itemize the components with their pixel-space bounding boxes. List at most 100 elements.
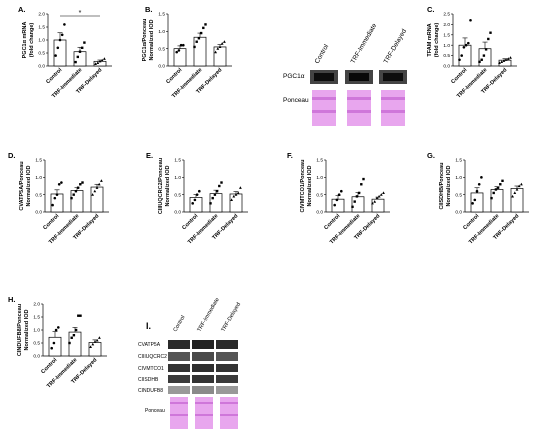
- data-point: [360, 183, 363, 186]
- data-point: [351, 205, 354, 208]
- data-point: [362, 177, 365, 181]
- data-point: [496, 186, 500, 189]
- chart-2: C. TFAM mRNA (fold change)0.0 0.5 1.0 1.5 2.0 2…: [427, 5, 517, 100]
- data-point: [95, 338, 99, 342]
- blot-bottom-row-label-1: CIIIUQCRC2: [138, 354, 167, 360]
- y-tick-label: 1.5: [158, 12, 165, 18]
- y-tick-label: 1.0: [455, 175, 462, 181]
- data-point: [239, 186, 242, 189]
- data-point: [179, 43, 183, 47]
- blot-ponceau-lane-2: [381, 90, 405, 126]
- data-point: [487, 37, 490, 41]
- data-point: [234, 193, 238, 196]
- y-tick-label: 1.5: [35, 158, 42, 164]
- bar: [209, 193, 223, 213]
- data-point: [60, 181, 63, 184]
- data-point: [214, 50, 217, 54]
- data-point: [494, 188, 498, 191]
- data-point: [177, 49, 181, 52]
- data-point: [98, 59, 102, 63]
- data-point: [379, 193, 383, 196]
- blot-bottom-row-label-2: CIVMTCO1: [138, 366, 164, 372]
- data-point: [515, 187, 519, 191]
- data-point: [74, 60, 77, 64]
- data-point: [477, 182, 481, 186]
- data-point: [464, 43, 468, 47]
- panel-label: G.: [427, 151, 435, 160]
- y-tick-label: 1.5: [33, 315, 40, 321]
- data-point: [517, 184, 521, 188]
- y-tick-label: 0.5: [158, 46, 165, 52]
- data-point: [195, 193, 199, 196]
- y-tick-label: 0.0: [443, 64, 450, 70]
- data-point: [375, 196, 379, 200]
- blot-top-lane-label-2: TRF-Delayed: [383, 28, 409, 65]
- data-point: [371, 201, 374, 205]
- data-point: [97, 182, 101, 186]
- chart-0: A. PGC1α mRNA (fold change)0.0 0.5 1.0 1.5 2.0…: [18, 5, 112, 100]
- data-point: [215, 190, 219, 193]
- category-label: Control: [462, 213, 480, 231]
- y-tick-label: 0.0: [158, 64, 165, 70]
- data-point: [513, 191, 517, 195]
- bar: [53, 39, 67, 67]
- blot-top: Control TRF-Immediate TRF-Delayed PGC1α …: [283, 22, 408, 126]
- data-point: [377, 194, 381, 198]
- data-point: [195, 40, 198, 43]
- y-tick-label: 1.0: [174, 175, 181, 181]
- data-point: [230, 198, 233, 201]
- y-axis-label-line: Normalized IOD: [149, 19, 155, 60]
- bar: [371, 198, 385, 213]
- data-point: [81, 181, 84, 184]
- data-point: [74, 328, 78, 332]
- y-axis-label-line: PGC1α/Ponceau: [142, 19, 148, 62]
- data-point: [218, 45, 222, 49]
- blot-bottom-lane-label-0: Control: [173, 315, 187, 333]
- blot-top-lane-label-1: TRF-Immediate: [350, 22, 379, 65]
- blot-bottom-row-label-3: CIISDHB: [138, 377, 159, 383]
- data-point: [478, 60, 481, 64]
- data-point: [93, 340, 97, 343]
- y-tick-label: 0.0: [33, 354, 40, 360]
- category-label: Control: [181, 213, 199, 231]
- data-point: [490, 196, 493, 200]
- y-tick-label: 0.5: [443, 53, 450, 59]
- data-point: [462, 45, 466, 49]
- data-point: [60, 33, 64, 37]
- blot-bottom-row-label-0: CVATP5A: [138, 342, 161, 348]
- data-point: [509, 56, 512, 59]
- y-tick-label: 0.5: [38, 51, 45, 57]
- y-axis-label-line: (fold change): [434, 23, 440, 58]
- data-point: [199, 31, 203, 35]
- data-point: [492, 191, 495, 195]
- data-point: [77, 314, 80, 317]
- data-point: [57, 182, 61, 186]
- blot-top-lane-label-0: Control: [314, 43, 331, 65]
- data-point: [51, 203, 54, 207]
- data-point: [333, 203, 337, 207]
- bar: [510, 188, 524, 213]
- y-axis-label-line: Normalized IOD: [165, 165, 171, 206]
- data-point: [91, 193, 94, 196]
- data-point: [499, 183, 502, 186]
- data-point: [182, 43, 185, 47]
- y-tick-label: 1.0: [158, 29, 165, 35]
- data-point: [100, 179, 103, 182]
- y-tick-label: 1.0: [38, 38, 45, 44]
- data-point: [475, 189, 479, 193]
- y-tick-label: 0.0: [316, 210, 323, 216]
- y-tick-label: 0.0: [455, 210, 462, 216]
- data-point: [337, 193, 341, 196]
- bar: [48, 336, 62, 357]
- data-point: [58, 38, 62, 42]
- data-point: [79, 314, 82, 317]
- panel-label: A.: [18, 5, 26, 14]
- blot-bottom: I. Control TRF-Immediate TRF-Delayed CVA…: [138, 297, 242, 429]
- y-tick-label: 2.5: [443, 12, 450, 18]
- data-point: [335, 198, 339, 202]
- data-point: [204, 23, 207, 26]
- data-point: [94, 62, 97, 66]
